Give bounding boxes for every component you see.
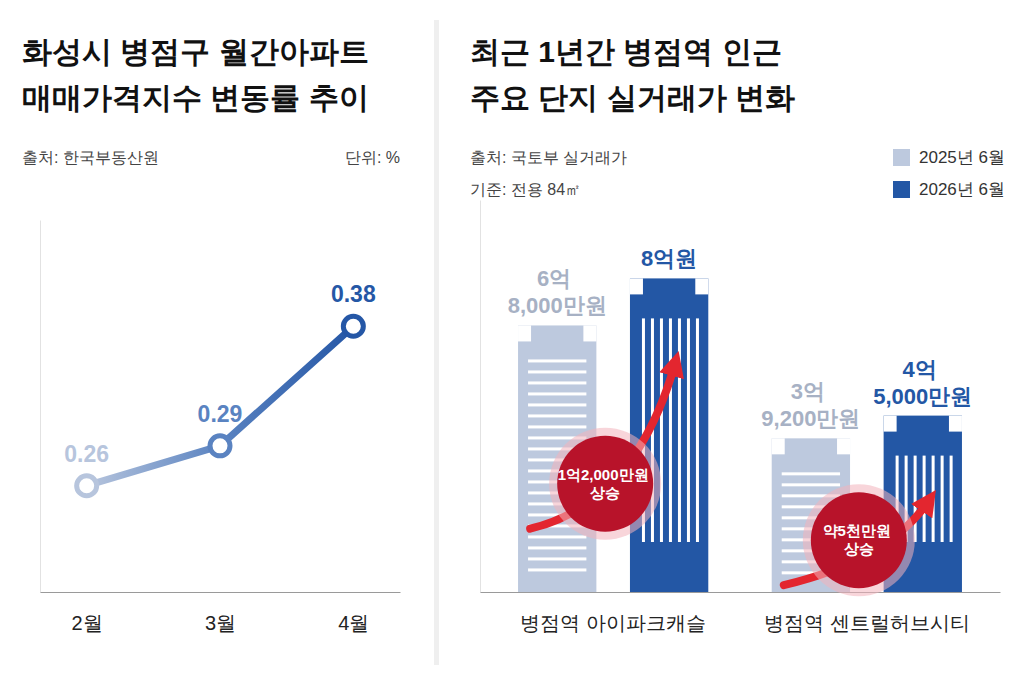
window: [950, 456, 953, 542]
text-line: 5,000만원: [873, 384, 972, 409]
text-line: 매매가격지수 변동률 추이: [22, 81, 369, 114]
data-label: 0.38: [331, 281, 376, 307]
annotation: 약5천만원 상승: [784, 484, 929, 596]
building-roof: [949, 416, 962, 432]
text-line: 상승: [844, 540, 874, 557]
window: [528, 392, 586, 395]
window: [696, 318, 699, 542]
window: [687, 318, 690, 542]
window: [528, 557, 586, 560]
x-axis: 병점역 아이파크캐슬 병점역 센트럴허브시티: [481, 593, 1001, 635]
data-label: 3억 9,200만원: [761, 379, 860, 431]
plot-area: [77, 316, 364, 495]
legend: 2025년 6월 2026년 6월: [893, 148, 1005, 199]
window: [528, 535, 586, 538]
window: [669, 318, 672, 542]
window: [678, 318, 681, 542]
window: [528, 381, 586, 384]
window: [923, 456, 926, 542]
annotation-badge: [557, 436, 653, 532]
annotation-glow: [803, 484, 915, 596]
window: [914, 456, 917, 542]
building-roof: [518, 325, 531, 341]
point-marker: [210, 436, 230, 456]
building-roof: [630, 278, 643, 294]
data-label: 4억 5,000만원: [873, 357, 972, 409]
building-roof: [772, 438, 785, 454]
x-tick: 3월: [205, 612, 236, 634]
legend-label: 2025년 6월: [919, 148, 1005, 167]
building-roof: [884, 416, 897, 432]
window: [528, 425, 586, 428]
point-marker: [343, 316, 363, 336]
text-line: 3억: [791, 379, 831, 404]
data-label: 0.26: [64, 441, 109, 467]
window: [660, 318, 663, 542]
window: [782, 472, 840, 475]
x-tick-label: 병점역 센트럴허브시티: [764, 612, 970, 634]
y-axis: [480, 201, 481, 593]
x-axis-line: [481, 592, 1001, 593]
bar: [630, 278, 708, 592]
annotation-label: 약5천만원 상승: [823, 522, 896, 557]
text-line: 상승: [590, 484, 620, 501]
window: [528, 568, 586, 571]
data-label: 0.29: [198, 401, 243, 427]
window: [528, 370, 586, 373]
y-axis: [40, 221, 41, 593]
page: 화성시 병점구 월간아파트 매매가격지수 변동률 추이출처: 한국부동산원 단위:…: [0, 0, 1032, 685]
text-line: 4억: [903, 357, 943, 382]
x-axis: 2월 3월 4월: [41, 593, 401, 635]
text-line: 최근 1년간 병점역 인근: [470, 35, 790, 68]
x-tick: 병점역 센트럴허브시티: [764, 612, 970, 634]
text-line: 8억원: [641, 246, 697, 271]
data-label: 8억원: [641, 246, 697, 271]
window: [528, 359, 586, 362]
x-tick-label: 3월: [205, 612, 236, 634]
source-note: 출처: 한국부동산원: [22, 149, 159, 166]
window: [782, 483, 840, 486]
annotation-badge: [811, 492, 907, 588]
panel-title: 화성시 병점구 월간아파트 매매가격지수 변동률 추이: [22, 35, 377, 114]
x-tick-label: 4월: [338, 612, 369, 634]
annotation: 1억2,000만원 상승: [530, 363, 675, 539]
point-marker: [77, 476, 97, 496]
building-roof: [837, 438, 850, 454]
x-axis-line: [41, 592, 401, 593]
text-line: 주요 단지 실거래가 변화: [470, 81, 795, 114]
text-line: 화성시 병점구 월간아파트: [22, 35, 377, 68]
building-roof: [695, 278, 708, 294]
legend-label: 2026년 6월: [919, 180, 1005, 199]
text-line: 8,000만원: [508, 293, 607, 318]
x-tick: 병점역 아이파크캐슬: [520, 612, 706, 634]
x-tick: 4월: [338, 612, 369, 634]
text-line: 1억2,000만원: [558, 466, 653, 483]
annotation-glow: [549, 428, 661, 540]
source-note: 출처: 국토부 실거래가: [470, 149, 627, 166]
text-line: 6억: [537, 266, 577, 291]
canvas: 화성시 병점구 월간아파트 매매가격지수 변동률 추이출처: 한국부동산원 단위:…: [0, 0, 1032, 685]
x-tick-label: 2월: [72, 612, 103, 634]
legend-swatch: [893, 149, 910, 166]
text-line: 9,200만원: [761, 406, 860, 431]
window: [528, 546, 586, 549]
divider: [434, 20, 439, 665]
x-tick: 2월: [72, 612, 103, 634]
annotation-label: 1억2,000만원 상승: [558, 466, 653, 501]
window: [528, 403, 586, 406]
y-axis-line: [480, 201, 481, 593]
basis-note: 기준: 전용 84㎡: [470, 181, 581, 198]
data-line: [87, 326, 354, 485]
panel-title: 최근 1년간 병점역 인근 주요 단지 실거래가 변화: [470, 35, 795, 114]
data-label: 6억 8,000만원: [508, 266, 607, 318]
x-tick-label: 병점역 아이파크캐슬: [520, 612, 706, 634]
plot-area: [518, 278, 962, 592]
y-axis-line: [40, 221, 41, 593]
building-roof: [583, 325, 596, 341]
window: [941, 456, 944, 542]
text-line: 약5천만원: [823, 522, 896, 539]
unit-note: 단위: %: [345, 149, 400, 166]
window: [528, 414, 586, 417]
legend-swatch: [893, 181, 910, 198]
